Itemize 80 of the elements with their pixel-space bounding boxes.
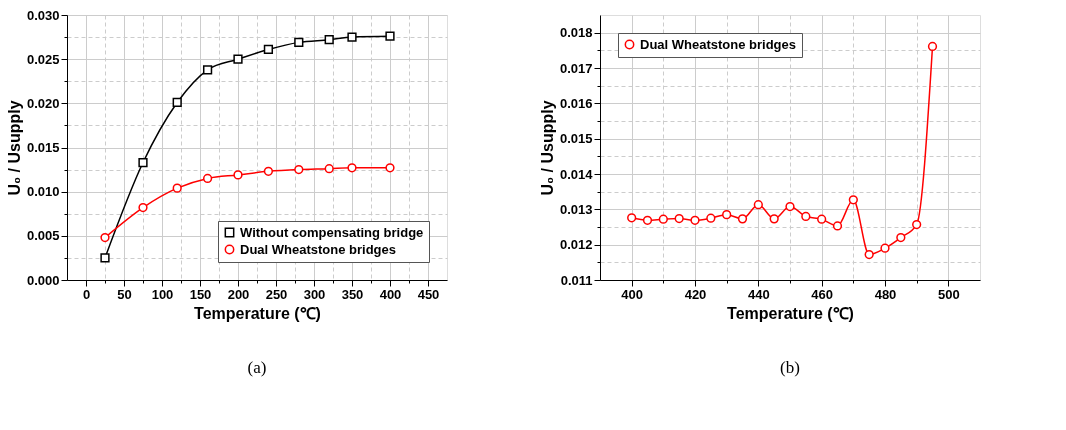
x-tick-label: 200 (227, 286, 250, 302)
point (202, 65, 213, 75)
legend-label: Dual Wheatstone bridges (240, 241, 397, 257)
text: (a) (247, 358, 267, 377)
point (690, 215, 700, 225)
point (864, 249, 874, 260)
y-tick-label: 0.015 (26, 140, 60, 155)
x-tick-label: 460 (811, 286, 834, 302)
y-tick-label: 0.000 (26, 272, 60, 288)
y-tick-label: 0.017 (559, 60, 593, 76)
x-tick-label: 150 (189, 286, 212, 302)
point (324, 164, 334, 174)
point (294, 164, 304, 175)
point (927, 41, 938, 52)
point (769, 214, 779, 224)
y-tick-label: 0.018 (559, 25, 593, 41)
x-tick-label: 400 (621, 286, 644, 302)
point (801, 211, 811, 222)
point (896, 232, 906, 243)
point (737, 214, 748, 224)
point (100, 232, 110, 243)
point (627, 213, 637, 223)
y-tick-label: 0.020 (26, 95, 60, 111)
x-tick-label: 500 (937, 286, 960, 302)
point (172, 183, 182, 193)
x-tick-label: 50 (117, 286, 132, 302)
x-tick-label: 440 (747, 286, 770, 302)
point (347, 32, 357, 42)
x-tick-label: 350 (341, 286, 364, 302)
point (138, 202, 148, 213)
point (848, 195, 858, 205)
x-tick-label: 100 (151, 286, 174, 302)
point (880, 243, 890, 253)
point (172, 97, 182, 108)
x-tick-label: 450 (417, 286, 440, 302)
y-tick-label: 0.030 (26, 7, 60, 23)
y-axis-title: U₀ / Usupply (5, 100, 23, 196)
y-tick-label: 0.012 (559, 237, 593, 253)
x-tick-label: 400 (379, 286, 402, 302)
point (753, 200, 763, 210)
y-tick-label: 0.011 (560, 272, 593, 288)
y-tick-label: 0.025 (26, 51, 60, 67)
point (642, 215, 653, 225)
point (233, 170, 243, 180)
point (385, 163, 395, 173)
point (706, 213, 716, 223)
point (324, 35, 334, 45)
legend-label: Without compensating bridge (240, 224, 424, 240)
x-tick-label: 300 (303, 286, 326, 302)
point (785, 201, 795, 212)
point (674, 213, 684, 224)
x-axis-title: Temperature (℃) (194, 304, 321, 322)
text: (b) (780, 358, 800, 377)
x-tick-label: 0 (82, 286, 91, 302)
y-tick-label: 0.013 (559, 201, 593, 217)
point (722, 210, 732, 220)
point (294, 37, 304, 48)
point (263, 44, 274, 55)
x-axis-title: Temperature (℃) (727, 304, 854, 322)
y-tick-label: 0.015 (559, 131, 593, 147)
point (912, 219, 922, 230)
point (202, 173, 213, 184)
x-tick-label: 480 (874, 286, 897, 302)
point (263, 166, 274, 176)
y-tick-label: 0.010 (26, 184, 60, 200)
point (347, 163, 357, 173)
legend-label: Dual Wheatstone bridges (640, 36, 797, 52)
point (100, 253, 110, 263)
point (832, 221, 843, 231)
y-tick-label: 0.016 (559, 95, 593, 111)
point (385, 31, 395, 41)
x-tick-label: 250 (265, 286, 288, 302)
point (138, 157, 148, 168)
y-tick-label: 0.005 (26, 228, 60, 244)
point (233, 54, 243, 64)
point (817, 214, 827, 224)
point (658, 214, 668, 224)
y-tick-label: 0.014 (559, 166, 594, 182)
y-axis-title: U₀ / Usupply (538, 100, 556, 196)
x-tick-label: 420 (684, 286, 707, 302)
